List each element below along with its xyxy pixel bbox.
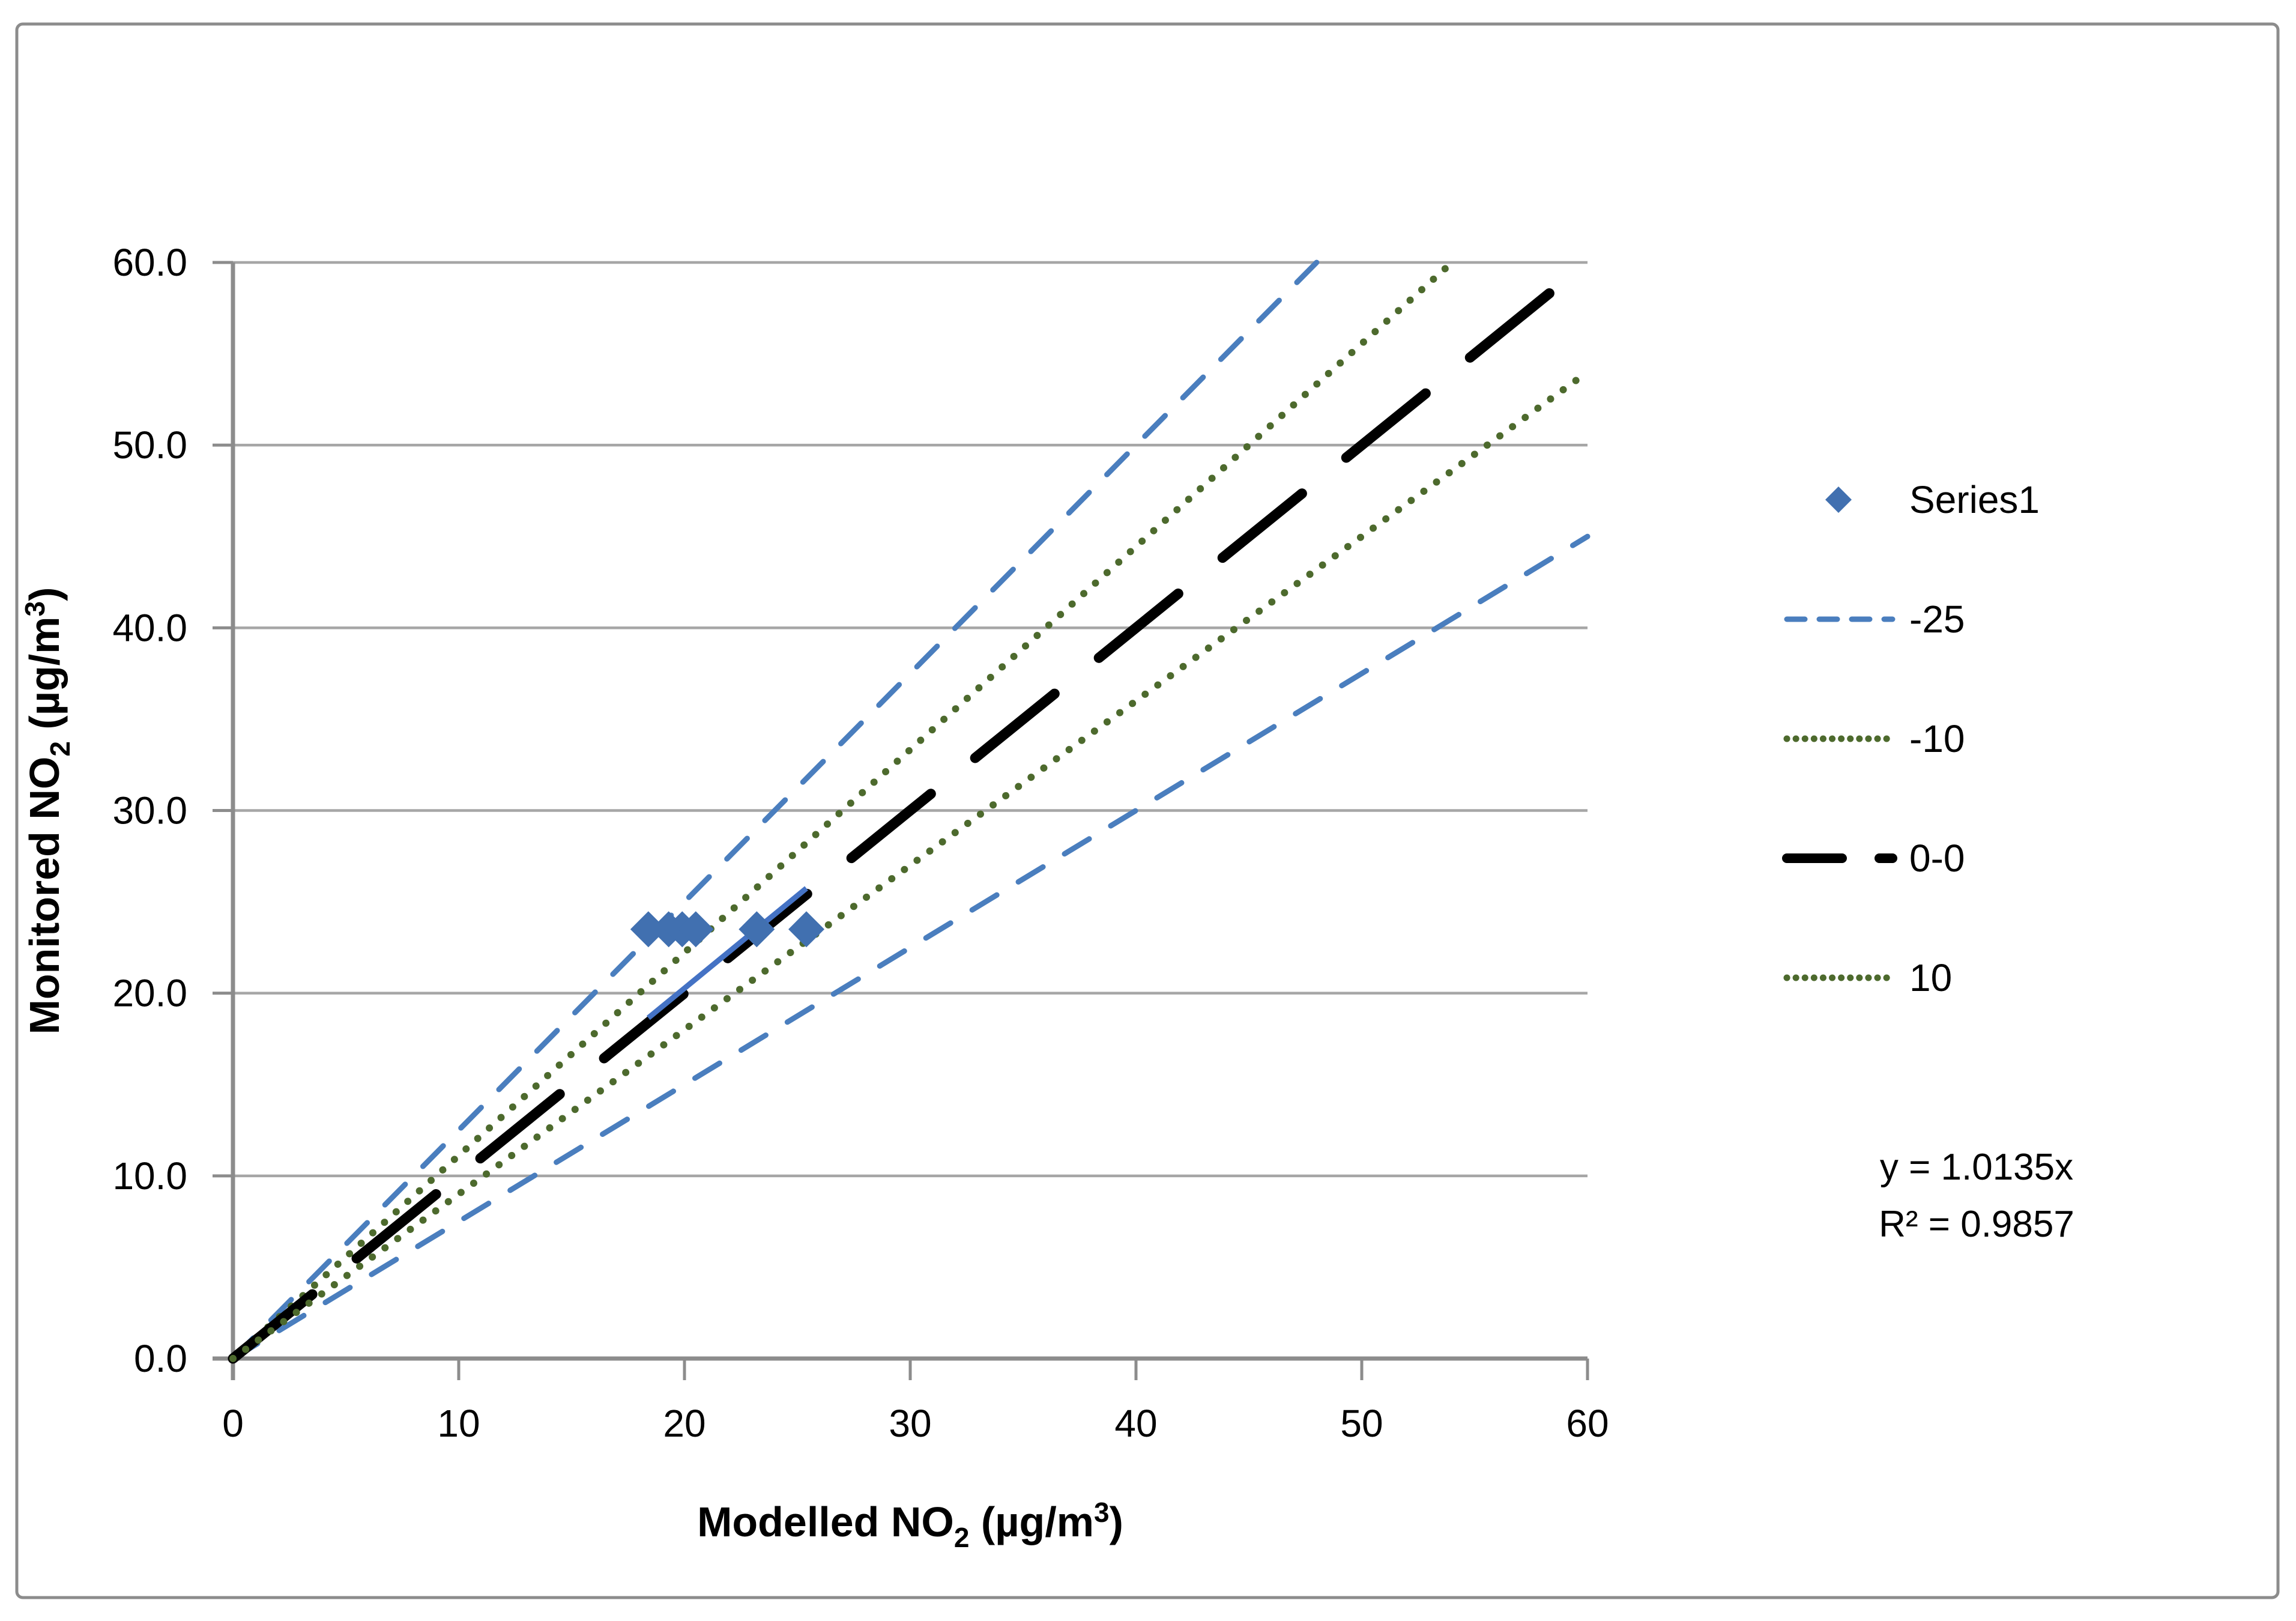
x-tick-label[interactable]: 10 [437,1402,480,1445]
y-axis-title[interactable]: Monitored NO2 (µg/m3) [19,587,76,1035]
chart-border [15,22,2280,1599]
ref-line-00[interactable] [228,257,1593,1364]
trendline-equation-line1[interactable]: y = 1.0135x [1880,1147,2073,1188]
legend-marker-diamond[interactable] [1825,486,1852,513]
legend-item-series1[interactable]: Series1 [1825,478,2040,521]
x-axis-title[interactable]: Modelled NO2 (µg/m3) [697,1497,1123,1553]
legend[interactable]: Series1 -25 -10 0-0 10 [1782,478,2040,999]
legend-item-00[interactable]: 0-0 [1782,837,1965,880]
legend-label: 10 [1909,956,1952,999]
ref-line-25-upper[interactable] [230,259,1320,1362]
legend-label: -10 [1909,717,1965,760]
y-tick-label[interactable]: 0.0 [134,1337,187,1380]
ref-line-10[interactable] [229,368,1591,1362]
y-tick-label[interactable]: 20.0 [112,972,187,1015]
data-point[interactable] [677,911,714,948]
x-tick-label[interactable]: 60 [1566,1402,1609,1445]
legend-item-25[interactable]: -25 [1784,598,1965,641]
y-tick-label[interactable]: 50.0 [112,423,187,467]
data-point[interactable] [739,911,775,948]
x-tick-label[interactable]: 40 [1114,1402,1157,1445]
data-point[interactable] [788,911,825,948]
y-tick-label[interactable]: 10.0 [112,1154,187,1198]
ref-line-25-lower[interactable] [230,533,1591,1362]
x-tick-label[interactable]: 50 [1340,1402,1383,1445]
data-point[interactable] [630,911,666,948]
trendline[interactable] [646,886,808,1020]
y-tick-label[interactable]: 30.0 [112,789,187,832]
trendline-equation-line2[interactable]: R² = 0.9857 [1879,1204,2074,1245]
legend-item-10[interactable]: 10 [1783,956,1952,999]
x-tick-label[interactable]: 0 [222,1402,244,1445]
y-tick-label[interactable]: 60.0 [112,241,187,284]
legend-item-10[interactable]: -10 [1783,717,1965,760]
legend-label: Series1 [1909,478,2040,521]
legend-label: -25 [1909,598,1965,641]
ref-line-10[interactable] [229,259,1456,1362]
x-tick-label[interactable]: 30 [889,1402,931,1445]
y-tick-label[interactable]: 40.0 [112,606,187,649]
x-tick-label[interactable]: 20 [663,1402,705,1445]
legend-label: 0-0 [1909,837,1965,880]
